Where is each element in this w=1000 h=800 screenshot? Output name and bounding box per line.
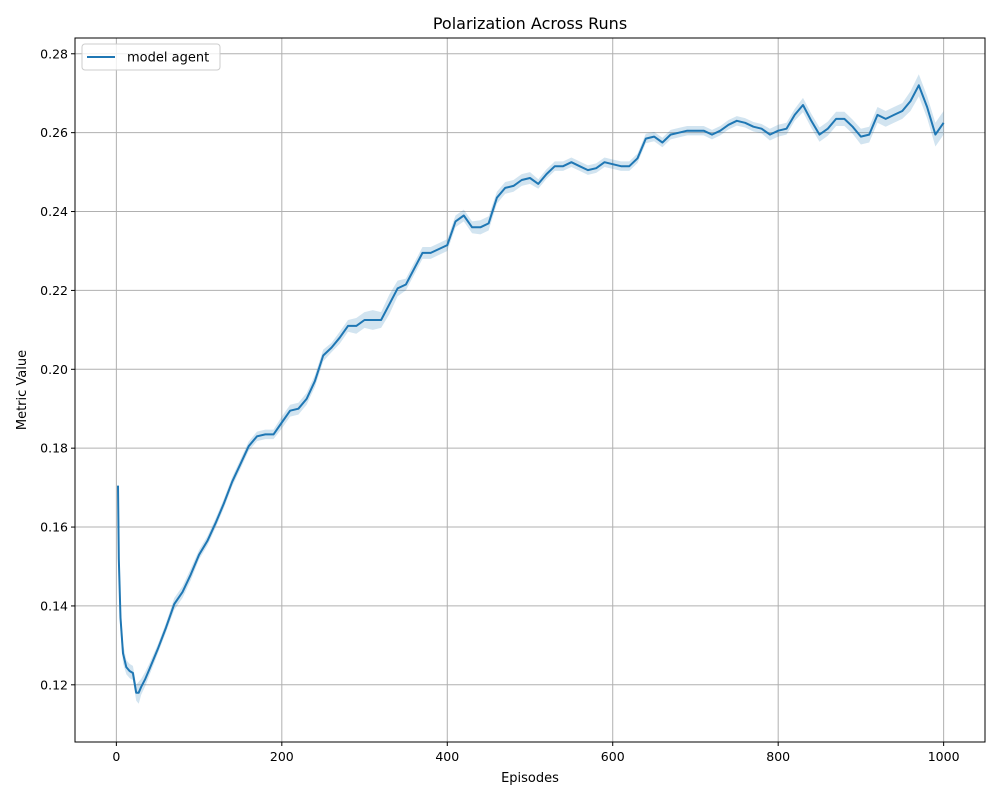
y-tick-label: 0.26	[40, 125, 68, 140]
x-tick-label: 200	[270, 749, 294, 764]
series-line-model-agent	[117, 84, 945, 694]
x-tick-label: 600	[601, 749, 625, 764]
y-tick-label: 0.28	[40, 46, 68, 61]
y-tick-label: 0.18	[40, 441, 68, 456]
y-tick-label: 0.24	[40, 204, 68, 219]
gridlines	[75, 38, 985, 742]
x-tick-label: 0	[112, 749, 120, 764]
y-axis-label: Metric Value	[15, 350, 30, 430]
x-axis: 0 200 400 600 800 1000	[112, 742, 960, 764]
plot-area-frame	[74, 37, 986, 743]
legend: model agent	[81, 43, 221, 71]
x-tick-label: 800	[766, 749, 790, 764]
series-line-layer	[117, 84, 945, 694]
x-tick-label: 1000	[928, 749, 960, 764]
chart-title: Polarization Across Runs	[433, 14, 627, 33]
y-tick-label: 0.16	[40, 520, 68, 535]
x-axis-label: Episodes	[501, 771, 559, 786]
x-tick-label: 400	[435, 749, 459, 764]
y-tick-label: 0.14	[40, 598, 68, 613]
y-tick-label: 0.22	[40, 283, 68, 298]
y-axis: 0.12 0.14 0.16 0.18 0.20 0.22 0.24 0.26 0.28	[40, 46, 75, 692]
y-tick-label: 0.12	[40, 677, 68, 692]
legend-box	[81, 43, 221, 71]
legend-label: model agent	[127, 51, 209, 66]
y-tick-label: 0.20	[40, 362, 68, 377]
